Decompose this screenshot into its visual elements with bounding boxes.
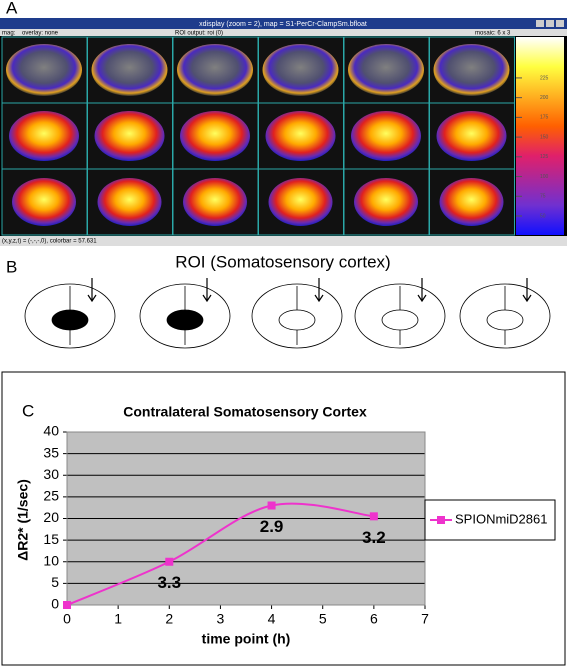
colorbar-tick-label: 50 <box>540 213 546 219</box>
y-tick-label: 10 <box>43 552 59 568</box>
x-tick-label: 1 <box>114 611 122 627</box>
point-annotation: 3.2 <box>362 528 386 547</box>
roi-arrow <box>417 278 427 303</box>
x-tick-label: 4 <box>268 611 276 627</box>
brain-slice <box>354 178 418 226</box>
brain-slice <box>351 111 421 161</box>
window-title: xdisplay (zoom = 2), map = S1-PerCr-Clam… <box>199 21 367 28</box>
roi-arrow <box>87 278 97 303</box>
colorbar-tick-label: 150 <box>540 134 549 140</box>
brain-slice <box>262 44 339 96</box>
y-tick-label: 35 <box>43 444 59 460</box>
point <box>165 557 174 566</box>
roi-title: ROI (Somatosensory cortex) <box>175 252 390 271</box>
series-line <box>66 502 374 606</box>
y-tick-label: 30 <box>43 466 59 482</box>
colorbar-tick-label: 225 <box>540 75 549 81</box>
field-roi: ROI output: roi (0) <box>175 31 223 37</box>
legend-swatch <box>437 516 445 524</box>
toolbar <box>0 29 567 36</box>
brain-slice <box>180 111 250 161</box>
panel-label: C <box>22 401 34 420</box>
brain-slice <box>268 178 333 226</box>
point-annotation: 3.3 <box>157 573 181 592</box>
panel-label: B <box>6 257 17 276</box>
x-axis-label: time point (h) <box>202 631 291 647</box>
chart-title: Contralateral Somatosensory Cortex <box>123 404 367 420</box>
y-tick-label: 25 <box>43 488 59 504</box>
field-mosaic: mosaic: 6 x 3 <box>475 31 511 37</box>
y-tick-label: 5 <box>51 574 59 590</box>
brain-slice <box>177 44 253 96</box>
brain-slice <box>436 111 507 161</box>
brain-slice <box>91 44 168 96</box>
x-tick-label: 6 <box>370 611 378 627</box>
title-bar <box>0 18 567 29</box>
section-ventricle <box>381 309 419 331</box>
colorbar-tick-label: 175 <box>540 115 549 121</box>
brain-slice <box>6 44 82 96</box>
brain-slice <box>433 44 510 96</box>
section-ventricle <box>278 309 316 331</box>
roi-arrow <box>202 278 212 303</box>
colorbar <box>516 37 564 235</box>
y-tick-label: 40 <box>43 423 59 439</box>
y-tick-label: 20 <box>43 509 59 525</box>
roi-arrow <box>522 278 532 303</box>
colorbar-tick-label: 75 <box>540 194 546 200</box>
colorbar-tick-label: 200 <box>540 95 549 101</box>
brain-slice <box>265 111 336 161</box>
x-tick-label: 3 <box>217 611 225 627</box>
status: (x,y,z,t) = (-,-,-,0), colorbar = 57.631 <box>2 239 97 245</box>
panel-label: A <box>6 0 18 17</box>
field-overlay: overlay: none <box>22 31 59 37</box>
brain-slice <box>94 111 165 161</box>
x-tick-label: 7 <box>421 611 429 627</box>
point-annotation: 2.9 <box>260 517 284 536</box>
section-ventricle <box>166 309 204 331</box>
x-tick-label: 5 <box>319 611 327 627</box>
x-tick-label: 0 <box>63 611 71 627</box>
section-ventricle <box>486 309 524 331</box>
brain-slice <box>97 178 162 226</box>
colorbar-tick-label: 100 <box>540 174 549 180</box>
y-axis-label: ΔR2* (1/sec) <box>15 479 31 561</box>
point <box>63 601 71 609</box>
mosaic <box>1 36 515 236</box>
status-bar <box>0 236 567 246</box>
brain-slice <box>12 178 76 226</box>
point <box>369 512 378 521</box>
y-tick-label: 15 <box>43 531 59 547</box>
brain-slice <box>183 178 247 226</box>
colorbar-ticks: 225 200 175 150 125 100 75 50 <box>516 75 549 219</box>
y-tick-label: 0 <box>51 596 59 612</box>
brain-slice <box>9 111 79 161</box>
brain-slice <box>348 44 424 96</box>
point <box>267 501 276 510</box>
brain-sections <box>24 278 551 349</box>
legend-label: SPIONmiD2861 <box>455 511 547 526</box>
section-ventricle <box>51 309 89 331</box>
x-tick-label: 2 <box>165 611 173 627</box>
brain-slice <box>439 178 504 226</box>
colorbar-tick-label: 125 <box>540 154 549 160</box>
plot: 0 5 10 15 20 25 30 35 40 0 1 2 3 4 5 6 7 3.3 2.9 3.2 SPIONmi… <box>43 423 556 627</box>
field-mag: mag: <box>2 31 16 37</box>
window-buttons <box>536 20 564 27</box>
roi-arrow <box>314 278 324 303</box>
